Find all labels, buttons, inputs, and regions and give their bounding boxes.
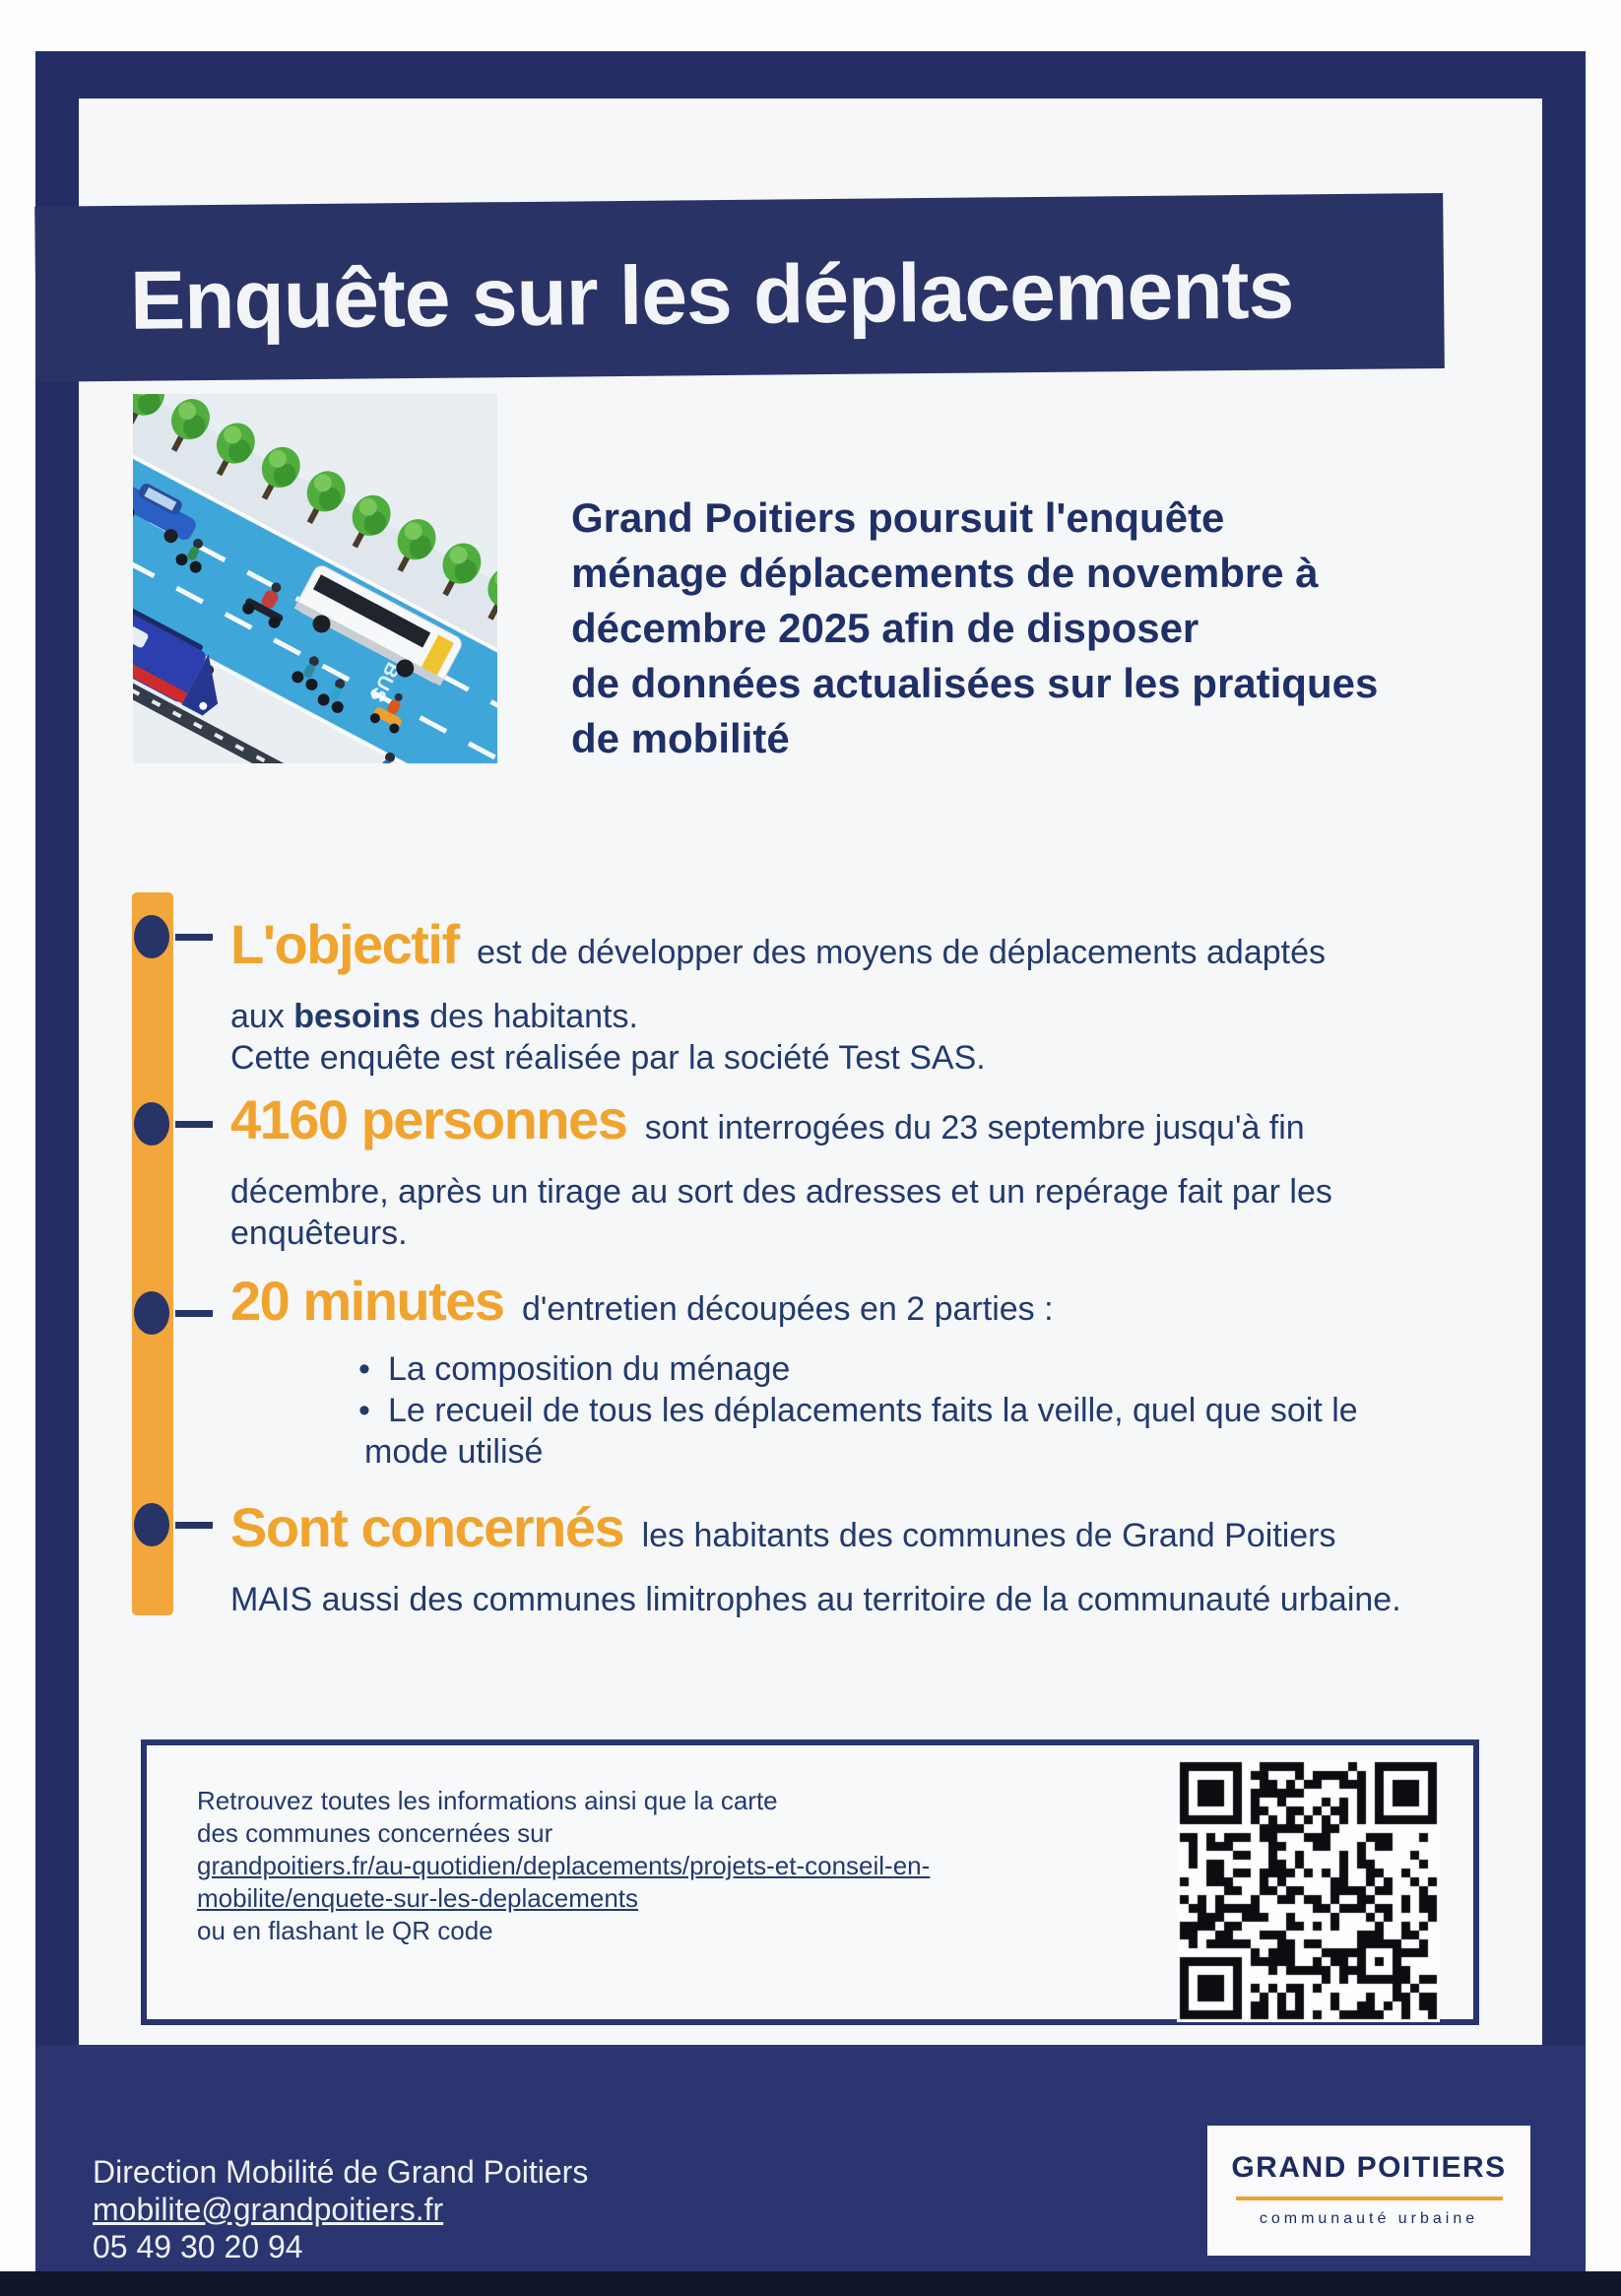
intro-line: ménage déplacements de novembre à bbox=[571, 550, 1319, 596]
info-text: ou en flashant le QR code bbox=[197, 1916, 493, 1945]
intro-line: Grand Poitiers poursuit l'enquête bbox=[571, 494, 1225, 541]
intro-line: décembre 2025 afin de disposer bbox=[571, 605, 1200, 651]
motorcycle bbox=[242, 582, 284, 628]
section-lead: sont interrogées du 23 septembre jusqu'à… bbox=[644, 1109, 1305, 1147]
frame-top bbox=[35, 51, 1586, 98]
bullet-item: • Le recueil de tous les déplacements fa… bbox=[341, 1390, 1501, 1431]
section-lead: les habitants des communes de Grand Poit… bbox=[641, 1517, 1336, 1554]
section-objectif: L'objectif est de développer des moyens … bbox=[230, 916, 1501, 1079]
qr-code bbox=[1177, 1759, 1440, 2022]
section-minutes: 20 minutes d'entretien découpées en 2 pa… bbox=[230, 1273, 1501, 1473]
bullet-item: • La composition du ménage bbox=[341, 1348, 1501, 1390]
bullet-icon: • bbox=[358, 1392, 370, 1429]
info-box: Retrouvez toutes les informations ainsi … bbox=[141, 1739, 1479, 2025]
info-link-line: grandpoitiers.fr/au-quotidien/deplacemen… bbox=[197, 1851, 931, 1880]
timeline-dot bbox=[134, 1503, 169, 1546]
timeline-dot bbox=[134, 1291, 169, 1335]
cyclist bbox=[175, 538, 204, 573]
frame-left bbox=[35, 51, 79, 2273]
section-text: décembre, après un tirage au sort des ad… bbox=[230, 1173, 1332, 1211]
frame-right bbox=[1542, 51, 1586, 2273]
timeline-dot bbox=[134, 915, 169, 958]
info-link-line: mobilite/enquete-sur-les-deplacements bbox=[197, 1883, 639, 1913]
train bbox=[133, 511, 219, 716]
section-text: Cette enquête est réalisée par la sociét… bbox=[230, 1039, 986, 1077]
street-scene-svg: BUS bbox=[133, 394, 497, 763]
footer-email: mobilite@grandpoitiers.fr bbox=[93, 2192, 444, 2227]
grand-poitiers-logo: GRAND POITIERS communauté urbaine bbox=[1207, 2126, 1530, 2256]
timeline-bar bbox=[132, 892, 173, 1615]
section-personnes: 4160 personnes sont interrogées du 23 se… bbox=[230, 1091, 1501, 1254]
section-heading: L'objectif bbox=[230, 913, 460, 975]
section-heading: 4160 personnes bbox=[230, 1088, 628, 1150]
timeline-tick bbox=[175, 1121, 213, 1128]
bullet-text: La composition du ménage bbox=[388, 1350, 791, 1388]
cyclist bbox=[317, 679, 346, 713]
intro-line: de mobilité bbox=[571, 715, 790, 761]
info-text: Retrouvez toutes les informations ainsi … bbox=[197, 1786, 778, 1815]
title-banner: Enquête sur les déplacements bbox=[34, 193, 1445, 382]
logo-orange-rule bbox=[1235, 2197, 1503, 2200]
bullet-text-continued: mode utilisé bbox=[364, 1433, 544, 1471]
footer-phone: 05 49 30 20 94 bbox=[93, 2229, 303, 2264]
scooter bbox=[369, 692, 403, 734]
car bbox=[133, 483, 196, 544]
bus bbox=[293, 565, 462, 687]
section-heading: 20 minutes bbox=[230, 1270, 505, 1332]
section-concernes: Sont concernés les habitants des commune… bbox=[230, 1499, 1501, 1620]
info-text: des communes concernées sur bbox=[197, 1818, 553, 1848]
section-lead: est de développer des moyens de déplacem… bbox=[477, 934, 1326, 971]
cyclist bbox=[292, 656, 319, 690]
footer-department: Direction Mobilité de Grand Poitiers bbox=[93, 2154, 589, 2190]
bullet-icon: • bbox=[358, 1350, 370, 1388]
tree-row bbox=[133, 394, 497, 621]
intro-paragraph: Grand Poitiers poursuit l'enquête ménage… bbox=[571, 491, 1458, 766]
section-heading: Sont concernés bbox=[230, 1496, 625, 1558]
timeline-dot bbox=[134, 1102, 169, 1146]
logo-name: GRAND POITIERS bbox=[1231, 2151, 1507, 2184]
section-text: MAIS aussi des communes limitrophes au t… bbox=[230, 1581, 1401, 1618]
page-title: Enquête sur les déplacements bbox=[129, 242, 1294, 347]
timeline-tick bbox=[175, 1310, 213, 1317]
intro-line: de données actualisées sur les pratiques bbox=[571, 660, 1379, 706]
street-scene-illustration: BUS bbox=[133, 394, 497, 763]
timeline-tick bbox=[175, 934, 213, 941]
logo-tagline: communauté urbaine bbox=[1259, 2210, 1479, 2227]
scan-edge-strip bbox=[0, 2271, 1621, 2296]
section-lead: d'entretien découpées en 2 parties : bbox=[522, 1290, 1054, 1328]
section-text: des habitants. bbox=[420, 998, 638, 1035]
section-text: aux bbox=[230, 998, 294, 1035]
bullet-text: Le recueil de tous les déplacements fait… bbox=[388, 1392, 1358, 1429]
section-text-bold: besoins bbox=[293, 998, 421, 1035]
timeline-tick bbox=[175, 1522, 213, 1529]
section-text: enquêteurs. bbox=[230, 1214, 408, 1252]
